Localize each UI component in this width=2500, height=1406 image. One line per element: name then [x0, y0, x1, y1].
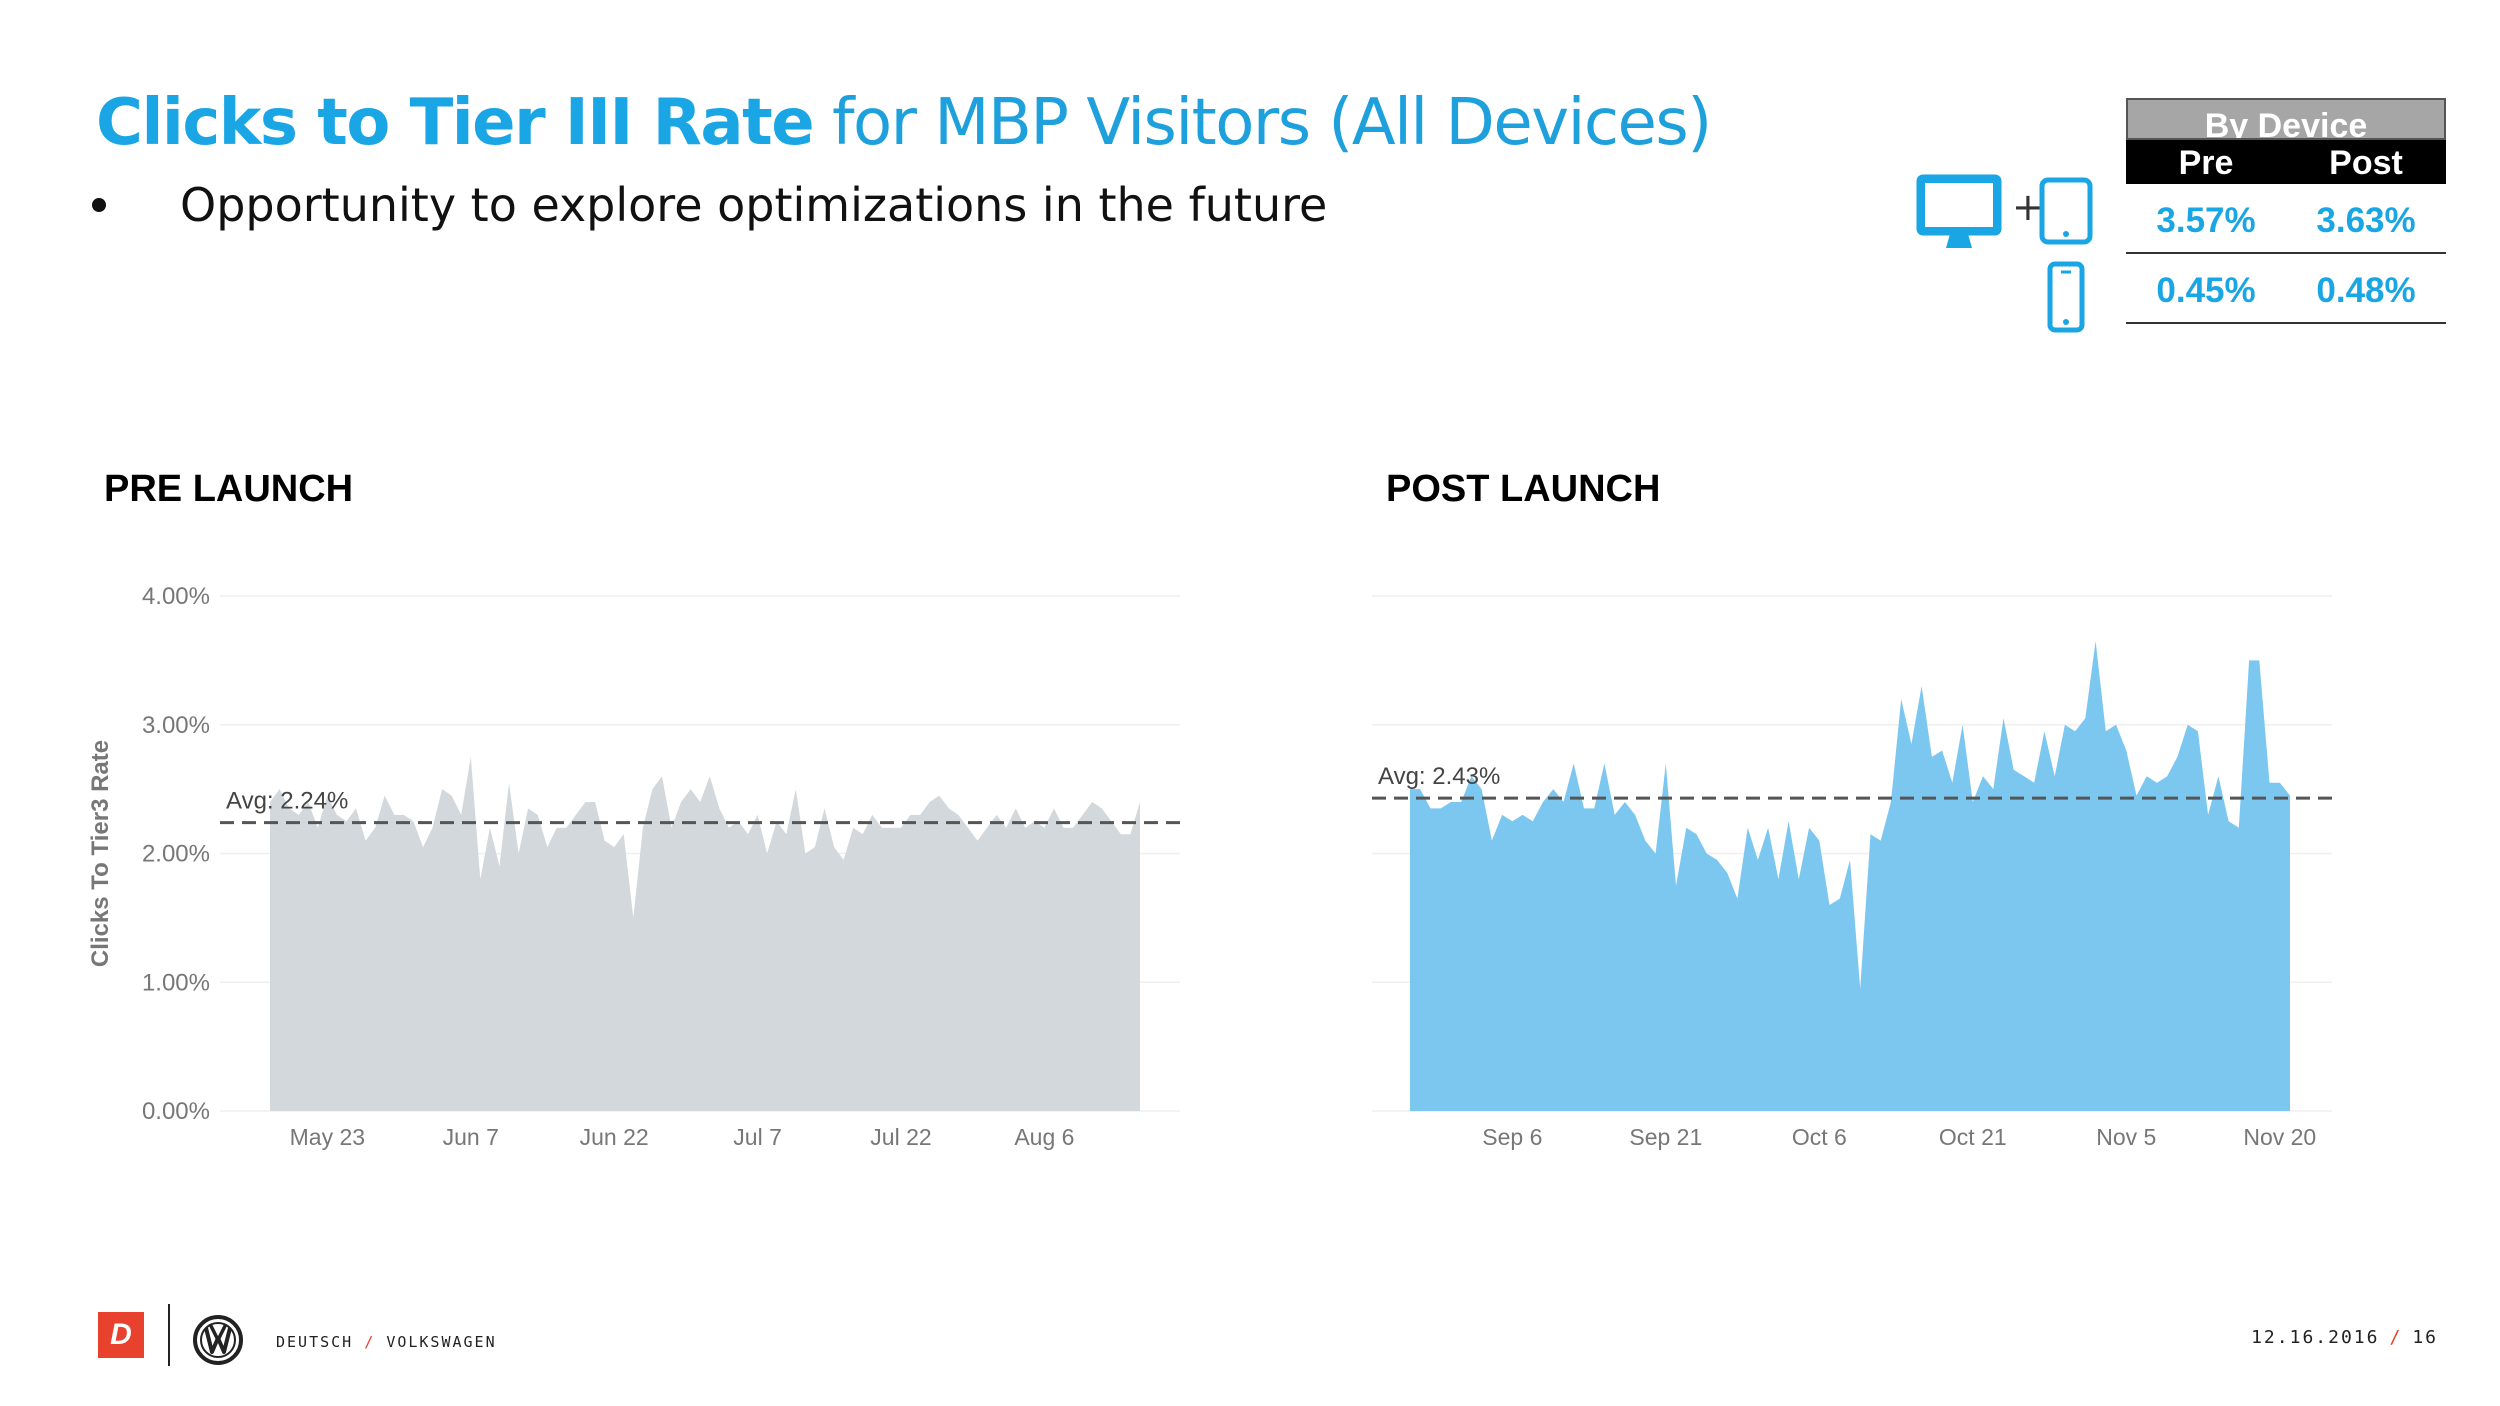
x-tick-label: Oct 6	[1792, 1124, 1847, 1150]
slide-title-bold: Clicks to Tier III Rate	[96, 86, 815, 160]
slide-title-rest: for MBP Visitors (All Devices)	[813, 86, 1712, 160]
tablet-icon	[2039, 177, 2093, 245]
x-tick-label: Jun 22	[580, 1124, 649, 1150]
desktop-pre-value: 3.57%	[2156, 201, 2256, 240]
footer-meta: 12.16.2016 / 16	[2251, 1327, 2438, 1348]
series-area	[1410, 641, 2290, 1111]
desktop-post-value: 3.63%	[2316, 201, 2416, 240]
y-tick-label: 2.00%	[142, 841, 210, 868]
bullet-text: Opportunity to explore optimizations in …	[180, 178, 1328, 232]
column-post: Post	[2329, 144, 2403, 182]
vw-logo-icon	[193, 1315, 243, 1365]
device-icons: +	[1916, 174, 2093, 333]
mobile-pre-value: 0.45%	[2156, 271, 2256, 310]
post-launch-chart-svg: Avg: 2.43% Sep 6 Sep 21 Oct 6 Oct 21 Nov 5 Nov…	[1372, 595, 2332, 1150]
desktop-icon	[1916, 174, 2002, 248]
avg-label: Avg: 2.24%	[226, 788, 348, 815]
footer-brand: DEUTSCH / VOLKSWAGEN	[276, 1333, 497, 1351]
x-tick-label: Aug 6	[1014, 1124, 1074, 1150]
pre-launch-label: PRE LAUNCH	[104, 468, 354, 510]
device-table-header: By Device	[2126, 98, 2446, 140]
x-tick-label: Oct 21	[1939, 1124, 2007, 1150]
x-tick-label: May 23	[290, 1124, 365, 1150]
bullet-item: Opportunity to explore optimizations in …	[92, 178, 1327, 232]
device-table-columns: Pre Post	[2126, 140, 2446, 184]
slide-title: Clicks to Tier III Rate for MBP Visitors…	[96, 86, 1712, 160]
y-tick-label: 1.00%	[142, 969, 210, 996]
plus-sign: +	[2012, 185, 2044, 229]
footer-meta-slash: /	[2389, 1327, 2403, 1348]
x-tick-label: Sep 6	[1482, 1124, 1542, 1150]
pre-launch-chart: 0.00% 1.00% 2.00% 3.00% 4.00% Avg: 2.24% May 2…	[87, 560, 1180, 1160]
device-row-mobile: 0.45% 0.48%	[2126, 254, 2446, 324]
post-launch-label: POST LAUNCH	[1386, 468, 1661, 510]
bullet-dot-icon	[92, 197, 106, 212]
post-launch-chart: Avg: 2.43% Sep 6 Sep 21 Oct 6 Oct 21 Nov 5 Nov…	[1372, 560, 2372, 1160]
x-tick-label: Jun 7	[443, 1124, 499, 1150]
mobile-icon	[2047, 261, 2085, 333]
footer-date: 12.16.2016	[2251, 1327, 2380, 1348]
x-tick-label: Jul 22	[870, 1124, 931, 1150]
footer-brand-left: DEUTSCH	[276, 1333, 354, 1351]
y-tick-label: 4.00%	[142, 583, 210, 610]
footer-brand-right: VOLKSWAGEN	[386, 1333, 497, 1351]
pre-launch-chart-svg: 0.00% 1.00% 2.00% 3.00% 4.00% Avg: 2.24% May 2…	[87, 583, 1180, 1150]
page-number: 16	[2412, 1327, 2438, 1348]
deutsch-logo: D	[98, 1312, 144, 1358]
x-tick-label: Sep 21	[1629, 1124, 1702, 1150]
series-area	[270, 756, 1140, 1111]
y-tick-label: 3.00%	[142, 712, 210, 739]
column-pre: Pre	[2178, 144, 2234, 182]
footer-brand-slash: /	[364, 1333, 376, 1351]
avg-label: Avg: 2.43%	[1378, 763, 1500, 790]
y-tick-label: 0.00%	[142, 1098, 210, 1125]
device-table: By Device Pre Post 3.57% 3.63% 0.45% 0.4…	[2126, 98, 2446, 324]
x-tick-label: Nov 20	[2243, 1124, 2316, 1150]
footer-divider	[168, 1304, 170, 1366]
x-tick-label: Nov 5	[2096, 1124, 2156, 1150]
x-tick-label: Jul 7	[733, 1124, 782, 1150]
y-axis-label: Clicks To Tier3 Rate	[87, 740, 114, 967]
mobile-post-value: 0.48%	[2316, 271, 2416, 310]
device-row-desktop-tablet: 3.57% 3.63%	[2126, 184, 2446, 254]
